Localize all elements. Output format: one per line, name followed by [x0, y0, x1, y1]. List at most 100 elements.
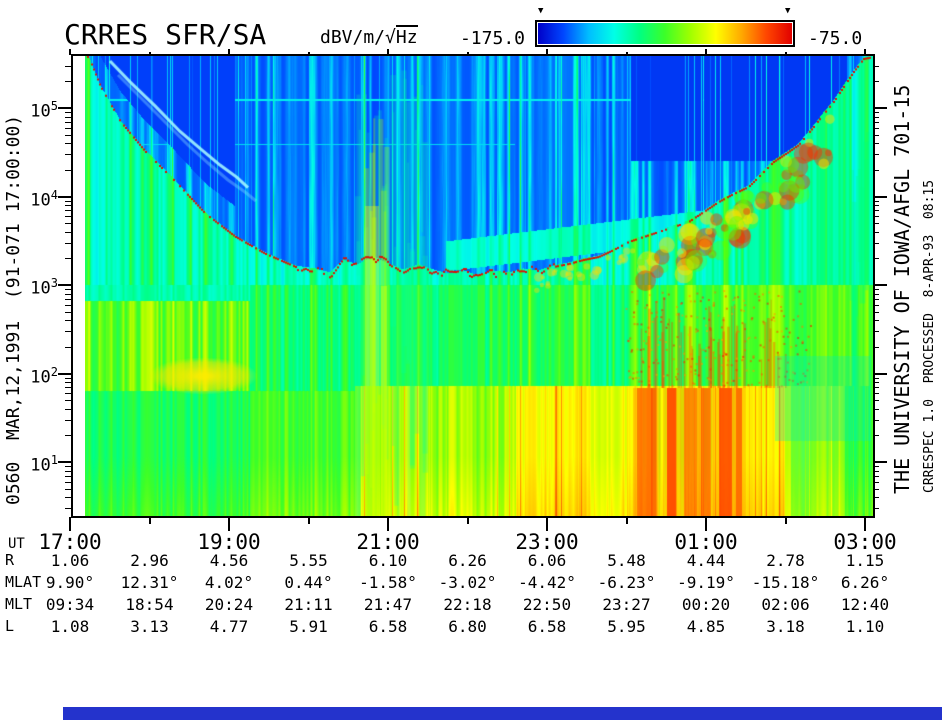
ephemeris-value: 22:50: [522, 595, 572, 614]
ephemeris-value: -6.23°: [597, 573, 656, 592]
y-minor-tick: [65, 331, 72, 332]
y-minor-tick: [65, 128, 72, 129]
y-minor-tick-right: [873, 435, 879, 436]
ephemeris-value: 5.91: [289, 617, 328, 636]
y-minor-tick: [65, 135, 72, 136]
y-minor-tick-right: [873, 476, 879, 477]
y-minor-tick: [65, 299, 72, 300]
ephemeris-value: 9.90°: [45, 573, 95, 592]
plot-title: CRRES SFR/SA: [64, 18, 267, 51]
x-major-tick: [228, 517, 230, 531]
ephemeris-value: 21:47: [363, 595, 413, 614]
y-minor-tick: [65, 258, 72, 259]
x-minor-tick: [785, 517, 787, 524]
spectrogram-canvas: [85, 56, 873, 516]
y-minor-tick-right: [873, 223, 879, 224]
y-minor-tick: [65, 466, 72, 467]
ephemeris-value: 6.58: [368, 617, 408, 636]
ephemeris-value: 2.96: [130, 551, 169, 570]
y-minor-tick: [65, 497, 72, 498]
ephemeris-value: 4.77: [209, 617, 249, 636]
y-major-tick: [58, 373, 72, 375]
x-major-tick-top: [387, 49, 389, 55]
x-major-tick: [864, 517, 866, 531]
ephemeris-value: 3.13: [130, 617, 169, 636]
ephemeris-value: 21:11: [284, 595, 333, 614]
y-minor-tick: [65, 112, 72, 113]
y-minor-tick: [65, 205, 72, 206]
x-minor-tick-top: [308, 52, 310, 55]
y-minor-tick: [65, 154, 72, 155]
y-minor-tick: [65, 347, 72, 348]
x-major-tick-top: [69, 49, 71, 55]
y-minor-tick-right: [873, 331, 879, 332]
y-minor-tick: [65, 289, 72, 290]
plot-frame: [71, 54, 875, 518]
x-minor-tick: [626, 517, 628, 524]
y-major-tick-right: [873, 196, 887, 198]
ephemeris-value: 12.31°: [120, 573, 179, 592]
ephemeris-value: 23:27: [602, 595, 651, 614]
orbit-date-vertical-label: 0560 MAR,12,1991 (91-071 17:00:00): [3, 114, 24, 505]
y-major-tick-right: [873, 373, 887, 375]
ephemeris-value: 6.26: [448, 551, 487, 570]
y-tick-label: 102: [30, 364, 58, 388]
y-minor-tick: [65, 387, 72, 388]
y-minor-tick-right: [873, 497, 879, 498]
ephemeris-value: 02:06: [761, 595, 810, 614]
y-major-tick: [58, 107, 72, 109]
ephemeris-value: 6.26°: [840, 573, 890, 592]
y-minor-tick-right: [873, 312, 879, 313]
y-minor-tick-right: [873, 482, 879, 483]
institution-vertical-label: THE UNIVERSITY OF IOWA/AFGL 701-15: [890, 84, 914, 494]
ephemeris-value: 22:18: [443, 595, 492, 614]
ephemeris-value: 0.44°: [284, 573, 333, 592]
y-minor-tick-right: [873, 387, 879, 388]
ephemeris-value: 1.10: [845, 617, 885, 636]
colorbar-gradient: [538, 23, 792, 44]
x-minor-tick-top: [626, 52, 628, 55]
ephemeris-value: 1.06: [50, 551, 90, 570]
x-major-tick: [705, 517, 707, 531]
ephemeris-row-label: L: [5, 617, 15, 635]
y-minor-tick-right: [873, 243, 879, 244]
ephemeris-value: 09:34: [45, 595, 95, 614]
y-major-tick: [58, 461, 72, 463]
x-minor-tick-top: [467, 52, 469, 55]
y-minor-tick-right: [873, 170, 879, 171]
ephemeris-row-label: R: [5, 551, 15, 569]
y-minor-tick-right: [873, 466, 879, 467]
y-minor-tick-right: [873, 299, 879, 300]
x-major-tick-top: [546, 49, 548, 55]
ut-tick-label: 23:00: [515, 530, 579, 554]
y-minor-tick: [65, 216, 72, 217]
x-axis-label: UT: [8, 536, 25, 552]
y-minor-tick: [65, 476, 72, 477]
ephemeris-value: 1.15: [845, 551, 885, 570]
y-minor-tick-right: [873, 289, 879, 290]
ephemeris-value: 5.48: [607, 551, 646, 570]
y-tick-label: 104: [30, 187, 58, 211]
y-minor-tick-right: [873, 382, 879, 383]
y-minor-tick: [65, 382, 72, 383]
ephemeris-value: 5.95: [607, 617, 646, 636]
y-minor-tick: [65, 232, 72, 233]
y-minor-tick: [65, 420, 72, 421]
y-minor-tick-right: [873, 409, 879, 410]
next-panel-strip: [63, 707, 942, 720]
y-minor-tick: [65, 143, 72, 144]
y-minor-tick: [65, 201, 72, 202]
y-minor-tick-right: [873, 294, 879, 295]
y-minor-tick-right: [873, 81, 879, 82]
x-minor-tick-top: [785, 52, 787, 55]
x-minor-tick-top: [149, 52, 151, 55]
y-minor-tick-right: [873, 154, 879, 155]
x-major-tick: [69, 517, 71, 531]
ephemeris-value: 20:24: [204, 595, 254, 614]
ephemeris-value: 6.06: [527, 551, 567, 570]
y-major-tick-right: [873, 284, 887, 286]
ut-tick-label: 21:00: [356, 530, 420, 554]
ephemeris-value: 18:54: [125, 595, 174, 614]
y-minor-tick: [65, 122, 72, 123]
